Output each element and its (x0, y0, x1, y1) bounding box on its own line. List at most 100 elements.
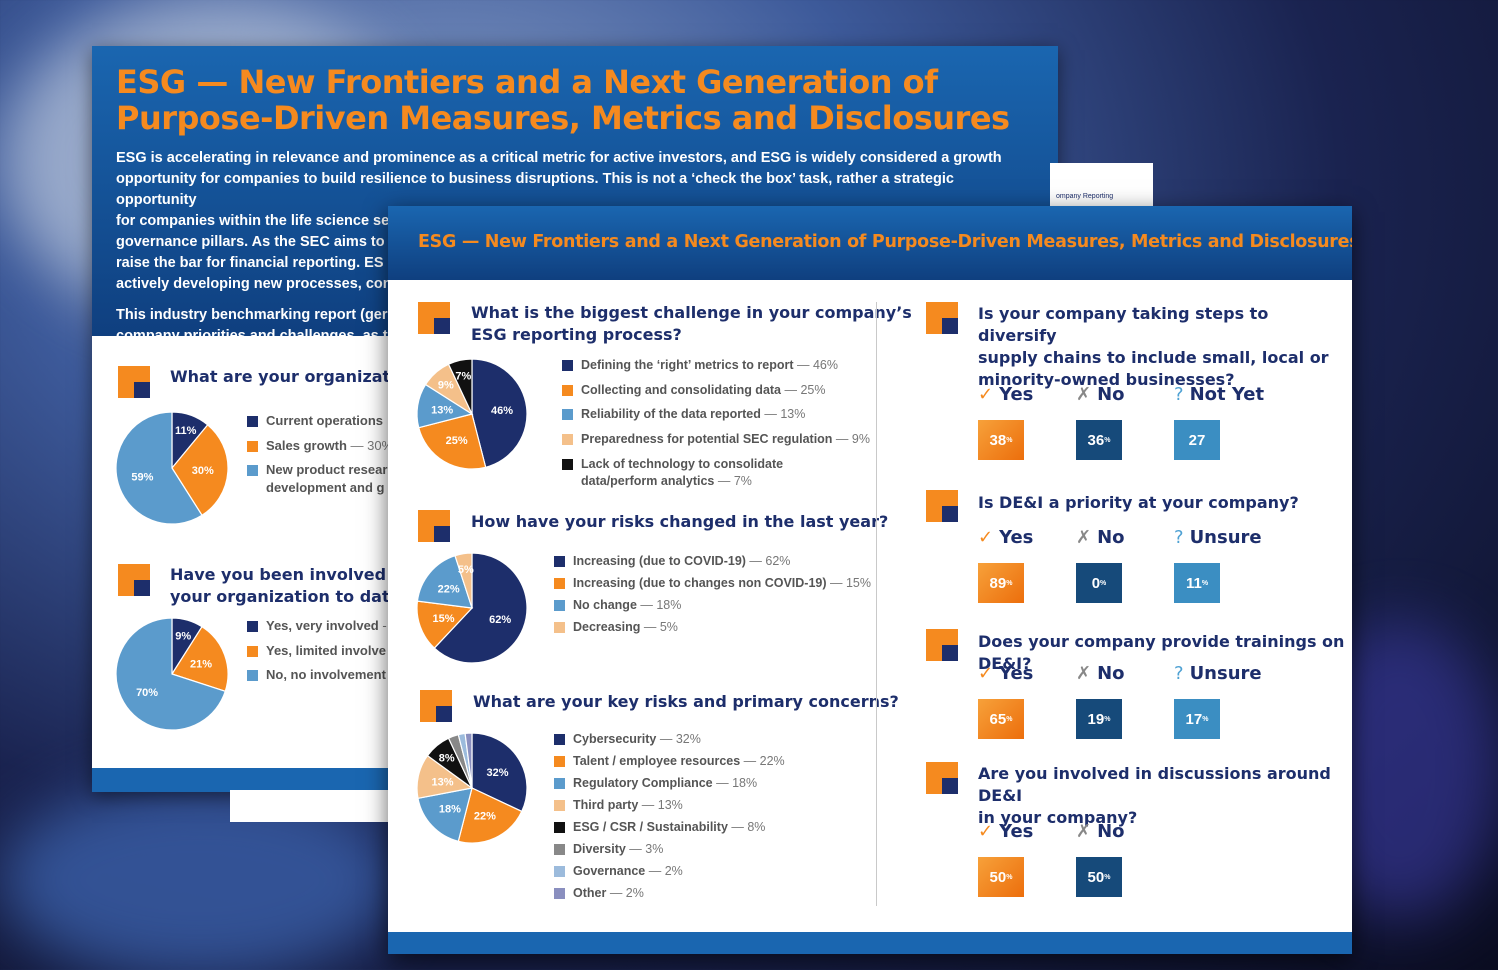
dei-priority-answers: ✓ Yes 89% ✗ No 0% ? Unsure 11% (978, 527, 1272, 603)
legend-item: Preparedness for potential SEC regulatio… (562, 430, 870, 448)
back-page-title: ESG — New Frontiers and a Next Generatio… (116, 63, 1010, 137)
peek-page-strip: ompany Reporting (1050, 163, 1153, 206)
pie-slice-label: 62% (489, 614, 511, 626)
answer-value: 36% (1076, 420, 1122, 460)
pie-slice-label: 13% (431, 776, 453, 788)
key-risks-question-title: What are your key risks and primary conc… (473, 692, 899, 711)
pie-slice (416, 554, 473, 609)
pie-slice (416, 600, 474, 649)
section-square-icon (926, 629, 958, 661)
answer-label: ✓ Yes (978, 663, 1034, 684)
pie-slice-label: 21% (190, 659, 212, 671)
answer-label: ✗ No (1076, 384, 1125, 405)
answer-label: ✓ Yes (978, 821, 1034, 842)
pie-slice-label: 22% (474, 810, 496, 822)
pie-slice (417, 413, 487, 470)
section-square-icon (118, 366, 150, 398)
pie-slice-label: 8% (439, 752, 455, 764)
column-divider (876, 302, 877, 906)
answer-value: 50% (1076, 857, 1122, 897)
risks-changed-question-title: How have your risks changed in the last … (471, 512, 889, 531)
pie-slice-label: 15% (433, 613, 455, 625)
supply-chain-answers: ✓ Yes 38% ✗ No 36% ? Not Yet 27 (978, 384, 1272, 460)
legend-swatch (554, 778, 565, 790)
dei-discussion-answers: ✓ Yes 50% ✗ No 50% (978, 821, 1174, 897)
legend-swatch (247, 441, 258, 453)
pie-slice (115, 411, 203, 525)
front-page-footer-bar (388, 932, 1352, 954)
legend-swatch (554, 556, 565, 568)
challenge-question-title: What is the biggest challenge in your co… (471, 303, 912, 344)
pie-slice (171, 625, 229, 693)
legend-swatch (554, 578, 565, 590)
pie-slice (457, 787, 523, 844)
check-icon: ✓ (978, 821, 994, 842)
check-icon: ✓ (978, 663, 994, 684)
legend-item: Third party — 13% (554, 796, 683, 814)
pie-slice-label: 5% (458, 564, 474, 576)
legend-swatch (247, 646, 258, 658)
cross-icon: ✗ (1076, 527, 1092, 548)
legend-swatch (562, 385, 573, 397)
answer-label: ✗ No (1076, 527, 1125, 548)
pie-slice-label: 30% (192, 465, 214, 477)
legend-item: Current operations (247, 412, 383, 430)
legend-swatch (247, 465, 258, 477)
cross-icon: ✗ (1076, 663, 1092, 684)
legend-swatch (562, 409, 573, 421)
legend-swatch (554, 734, 565, 746)
legend-item: Yes, limited involve (247, 642, 386, 660)
report-page-front: ESG — New Frontiers and a Next Generatio… (388, 206, 1352, 954)
section-square-icon (118, 564, 150, 596)
supply-chain-question-title: Is your company taking steps to diversif… (978, 304, 1329, 389)
pie-slice-label: 13% (431, 404, 453, 416)
legend-item: Lack of technology to consolidate (562, 455, 783, 473)
legend-item: Cybersecurity — 32% (554, 730, 701, 748)
section-square-icon (420, 690, 452, 722)
pie-slice (171, 424, 229, 517)
pie-svg: 46% 25% 13% 9%7% (416, 358, 528, 470)
answer-label: ? Unsure (1174, 663, 1262, 684)
legend-swatch (554, 866, 565, 878)
pie-slice-label: 9% (175, 630, 191, 642)
pie-slice-label: 9% (438, 379, 454, 391)
risks-changed-pie-chart: 62% 15% 22% 5% (388, 206, 531, 667)
front-page-header: ESG — New Frontiers and a Next Generatio… (388, 206, 1352, 280)
back-q2-pie-chart: 9% 21% 70% (92, 46, 232, 734)
peek-page-corner (230, 790, 390, 822)
answer-value: 0% (1076, 563, 1122, 603)
legend-swatch (562, 360, 573, 372)
dei-priority-question-title: Is DE&I a priority at your company? (978, 493, 1299, 512)
dei-training-question-title: Does your company provide trainings on D… (978, 632, 1345, 673)
legend-swatch (554, 800, 565, 812)
pie-slice (115, 617, 227, 731)
legend-item: Regulatory Compliance — 18% (554, 774, 757, 792)
check-icon: ✓ (978, 384, 994, 405)
back-page-second-paragraph: This industry benchmarking report (ger c… (116, 307, 388, 344)
legend-swatch (554, 888, 565, 900)
back-q2-title: Have you been involved in ES your organi… (170, 565, 437, 606)
legend-item: Increasing (due to changes non COVID-19)… (554, 574, 871, 592)
pie-slice (471, 358, 528, 469)
pie-slice-label: 25% (446, 435, 468, 447)
section-square-icon (926, 302, 958, 334)
answer-value: 89% (978, 563, 1024, 603)
pie-svg: 62% 15% 22% 5% (416, 552, 528, 664)
answer-value: 65% (978, 699, 1024, 739)
legend-item: data/perform analytics — 7% (581, 474, 752, 488)
answer-value: 38% (978, 420, 1024, 460)
front-page-title: ESG — New Frontiers and a Next Generatio… (418, 232, 1352, 252)
answer-value: 17% (1174, 699, 1220, 739)
legend-swatch (554, 622, 565, 634)
legend-item: Other — 2% (554, 884, 644, 902)
legend-item: development and g (266, 480, 385, 495)
back-q1-pie-chart: 11% 30% 59% (92, 46, 232, 528)
legend-swatch (562, 459, 573, 471)
challenge-pie-chart: 46% 25% 13% 9% 7% (388, 206, 531, 473)
legend-swatch (554, 600, 565, 612)
question-mark-icon: ? (1174, 527, 1184, 548)
answer-label: ✗ No (1076, 821, 1125, 842)
answer-value: 19% (1076, 699, 1122, 739)
pie-svg: 32% 22% 18% 13% 8% (416, 732, 528, 844)
pie-slice (464, 732, 473, 789)
